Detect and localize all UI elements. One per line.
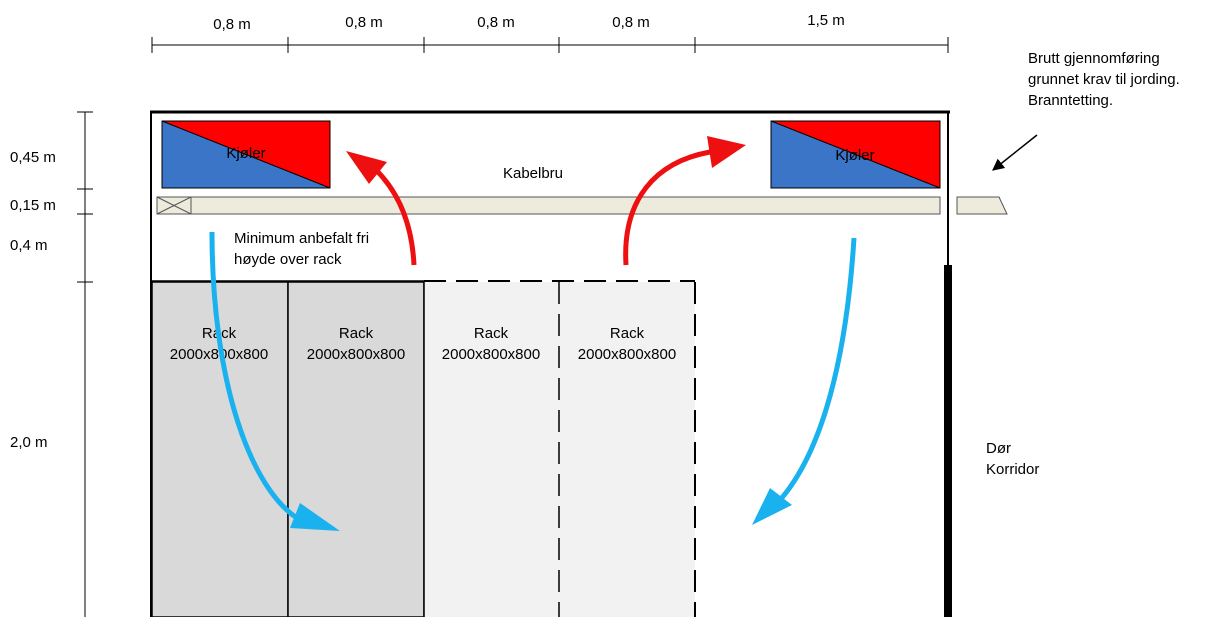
top-dimension-scale: 0,8 m 0,8 m 0,8 m 0,8 m 1,5 m bbox=[151, 12, 949, 53]
rack-label: Rack bbox=[474, 325, 509, 342]
door-sublabel: Korridor bbox=[986, 461, 1039, 478]
penetration-note: Brutt gjennomføring grunnet krav til jor… bbox=[992, 50, 1180, 171]
cable-tray-label: Kabelbru bbox=[503, 165, 563, 182]
rack-size: 2000x800x800 bbox=[307, 346, 405, 363]
penetration-note-line1: Brutt gjennomføring bbox=[1028, 50, 1160, 67]
clearance-note-line1: Minimum anbefalt fri bbox=[234, 230, 369, 247]
cooler-left: Kjøler bbox=[161, 120, 331, 189]
rack-label: Rack bbox=[339, 325, 374, 342]
dimension-label-2: 0,8 m bbox=[345, 14, 383, 31]
height-label-04: 0,4 m bbox=[10, 237, 48, 254]
cold-airflow-arrowhead bbox=[752, 488, 792, 525]
cable-tray: Kabelbru bbox=[156, 165, 1008, 215]
clearance-note: Minimum anbefalt fri høyde over rack bbox=[234, 230, 369, 268]
room-outline bbox=[150, 110, 950, 617]
rack-3 bbox=[424, 282, 559, 617]
door: Dør Korridor bbox=[944, 265, 1039, 617]
rack-size: 2000x800x800 bbox=[170, 346, 268, 363]
cooler-right: Kjøler bbox=[770, 120, 941, 189]
height-label-20: 2,0 m bbox=[10, 434, 48, 451]
penetration-note-line2: grunnet krav til jording. bbox=[1028, 71, 1180, 88]
hot-airflow-arrowhead bbox=[346, 151, 387, 184]
hot-airflow-arrow bbox=[376, 170, 417, 266]
cold-airflow-arrowhead bbox=[290, 503, 340, 531]
rack-size: 2000x800x800 bbox=[578, 346, 676, 363]
clearance-note-line2: høyde over rack bbox=[234, 251, 342, 268]
hot-airflow-arrow bbox=[623, 149, 711, 266]
height-label-045: 0,45 m bbox=[10, 149, 56, 166]
door-label: Dør bbox=[986, 440, 1011, 457]
airflow bbox=[209, 136, 857, 531]
cooler-label: Kjøler bbox=[226, 145, 265, 162]
cold-airflow-arrow bbox=[778, 237, 857, 502]
cooler-label: Kjøler bbox=[835, 147, 874, 164]
rack-size: 2000x800x800 bbox=[442, 346, 540, 363]
rack-4 bbox=[559, 282, 695, 617]
height-label-015: 0,15 m bbox=[10, 197, 56, 214]
left-dimension-scale: 0,45 m 0,15 m 0,4 m 2,0 m bbox=[10, 111, 93, 617]
dimension-label-4: 0,8 m bbox=[612, 14, 650, 31]
dimension-label-1: 0,8 m bbox=[213, 16, 251, 33]
dimension-label-3: 0,8 m bbox=[477, 14, 515, 31]
pointer-arrow bbox=[992, 134, 1038, 171]
rack-row: Rack 2000x800x800 Rack 2000x800x800 Rack… bbox=[151, 281, 696, 617]
hot-airflow-arrowhead bbox=[707, 136, 746, 168]
rack-label: Rack bbox=[610, 325, 645, 342]
penetration-note-line3: Branntetting. bbox=[1028, 92, 1113, 109]
cold-airflow-arrow bbox=[209, 231, 302, 523]
dimension-label-5: 1,5 m bbox=[807, 12, 845, 29]
